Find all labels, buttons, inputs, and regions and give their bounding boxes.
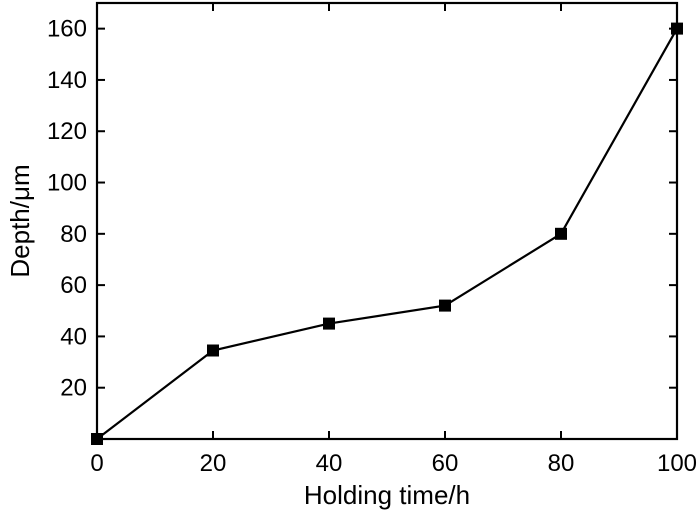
y-tick-label: 140	[47, 67, 87, 94]
y-axis-tick-labels: 20 40 60 80 100 120 140 160	[47, 16, 87, 402]
y-tick-label: 40	[60, 323, 87, 350]
x-tick-label: 60	[432, 450, 459, 477]
x-tick-label: 80	[548, 450, 575, 477]
y-tick-label: 60	[60, 272, 87, 299]
y-tick-label: 120	[47, 118, 87, 145]
y-tick-label: 80	[60, 221, 87, 248]
data-point-marker	[323, 317, 335, 330]
plot-area-frame	[95, 1, 679, 441]
data-point-marker	[439, 299, 451, 312]
x-axis-ticks	[212, 3, 562, 439]
series-line	[96, 28, 678, 440]
data-point-marker	[91, 433, 103, 445]
y-tick-label: 20	[60, 375, 87, 402]
x-axis-tick-labels: 0 20 40 60 80 100	[90, 450, 697, 477]
y-tick-label: 100	[47, 170, 87, 197]
series-layer	[91, 22, 683, 445]
x-axis-title: Holding time/h	[304, 480, 470, 510]
y-tick-label: 160	[47, 16, 87, 43]
x-tick-label: 40	[316, 450, 343, 477]
x-tick-label: 100	[657, 450, 697, 477]
x-tick-label: 0	[90, 450, 103, 477]
data-point-marker	[555, 227, 567, 240]
y-axis-ticks	[97, 27, 677, 389]
y-axis-title: Depth/μm	[5, 164, 35, 277]
x-tick-label: 20	[200, 450, 227, 477]
data-point-marker	[671, 22, 683, 35]
data-point-marker	[207, 344, 219, 357]
